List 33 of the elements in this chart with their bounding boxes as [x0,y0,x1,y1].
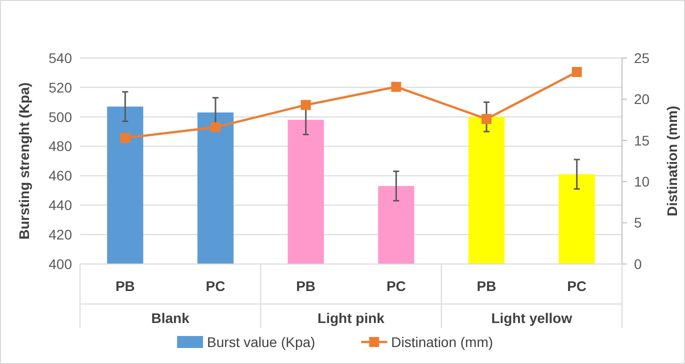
point [210,122,220,132]
y-axis-title: Bursting strenght (Kpa) [16,82,32,240]
text: Light pink [318,310,385,326]
text: Blank [151,310,190,326]
y2-tick-label: 15 [634,132,650,148]
legend-label: Distination (mm) [391,334,494,350]
point [482,114,492,124]
x-tick-label: PB [296,278,316,294]
y-tick-label: 400 [48,256,72,272]
y-tick-label: 500 [48,108,72,125]
y-tick-label: 520 [48,79,72,96]
x-tick-label: PC [206,278,226,294]
point [391,82,402,92]
legend-label: Burst value (Kpa) [207,334,316,350]
y2-tick-label: 5 [634,214,642,231]
x-tick-label: PC [386,278,406,294]
x-tick-label: PB [476,278,496,294]
y-tick-label: 540 [48,50,72,66]
y-tick-label: 480 [48,138,72,154]
y2-tick-label: 0 [634,256,642,272]
y-tick-label: 460 [48,168,72,184]
point [572,67,582,78]
point [300,100,311,110]
y2-tick-label: 10 [634,174,650,190]
text: Light yellow [491,310,572,326]
point [120,132,130,143]
y2-axis-title: Distination (mm) [664,106,680,216]
x-tick-label: PC [567,278,587,294]
y2-tick-label: 25 [634,50,650,66]
x-tick-label: PB [115,278,135,294]
y2-tick-label: 20 [634,91,650,108]
y-tick-label: 440 [48,197,72,214]
y-tick-label: 420 [48,226,72,242]
